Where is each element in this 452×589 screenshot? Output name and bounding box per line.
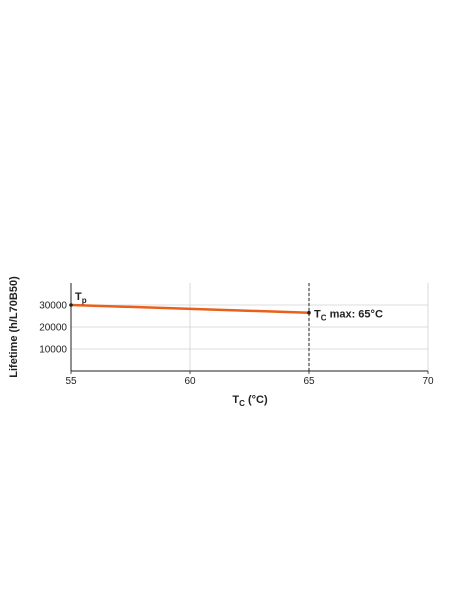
x-tick-label: 70: [422, 376, 434, 387]
x-title-rest: (°C): [245, 394, 268, 406]
line: [70, 303, 310, 314]
x-tick-label: 60: [184, 376, 196, 387]
start-label-sub: p: [82, 296, 87, 305]
limit-label: TC max: 65°C: [314, 309, 383, 323]
x-title-base: T: [232, 394, 239, 406]
limit-label-base: T: [314, 309, 321, 321]
limit-label-rest: max: 65°C: [327, 309, 383, 321]
point: [307, 310, 311, 315]
y-tick-label: 20000: [39, 323, 67, 334]
start-label-base: T: [75, 291, 82, 303]
x-axis-title: TC (°C): [232, 394, 268, 408]
y-tick-label: 30000: [39, 301, 67, 312]
x-title-sub: C: [239, 399, 245, 408]
y-axis-title: Lifetime (h/L70B50): [8, 276, 20, 378]
limit-label-sub: C: [321, 314, 327, 323]
point: [69, 303, 73, 307]
x-tick-label: 55: [65, 376, 77, 387]
x-tick-label: 65: [303, 376, 315, 387]
start-label: Tp: [75, 291, 87, 305]
y-tick-label: 10000: [39, 345, 67, 356]
